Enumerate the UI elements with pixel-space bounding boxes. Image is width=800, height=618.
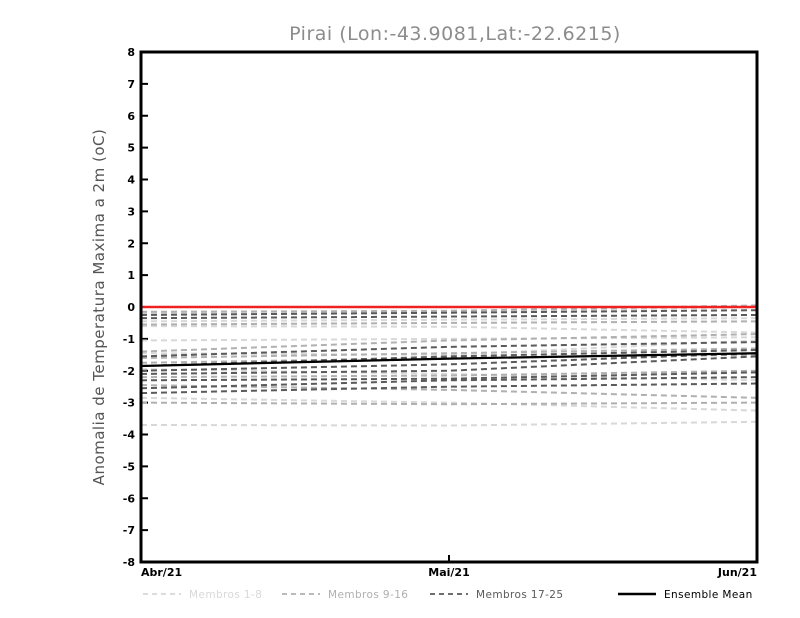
data-series-layer [140, 304, 758, 427]
legend-label: Membros 17-25 [476, 589, 563, 601]
series-line [140, 341, 758, 358]
y-tick-label: -7 [123, 524, 135, 537]
y-tick-label: 5 [127, 142, 135, 155]
plot-frame [139, 50, 759, 564]
x-tick-label: Abr/21 [141, 566, 182, 579]
y-tick-label: 4 [127, 174, 135, 187]
series-line [140, 396, 758, 412]
legend-label: Membros 1-8 [189, 589, 262, 601]
y-tick-label: -2 [123, 365, 135, 378]
series-line [140, 369, 758, 379]
series-line [140, 306, 758, 315]
series-line [140, 333, 758, 353]
chart-legend: Membros 1-8 Membros 9-16 Membros 17-25 Ense… [143, 589, 753, 601]
chart-title: Pirai (Lon:-43.9081,Lat:-22.6215) [289, 23, 621, 45]
series-line [140, 384, 758, 399]
y-tick-label: 1 [127, 269, 135, 282]
series-line [140, 401, 758, 406]
series-line [140, 317, 758, 323]
y-tick-label: 8 [127, 46, 135, 59]
series-line [140, 309, 758, 316]
x-tick-label: Mai/21 [428, 566, 469, 579]
y-tick-label: 3 [127, 205, 135, 218]
series-line [140, 371, 758, 382]
x-tick-label: Jun/21 [717, 566, 757, 579]
series-line [140, 313, 758, 320]
y-tick-label: -6 [123, 492, 136, 505]
series-line [140, 336, 758, 342]
y-tick-label: -5 [123, 460, 135, 473]
y-tick-label: -1 [123, 333, 135, 346]
y-tick-label: 2 [127, 237, 135, 250]
series-line [140, 355, 758, 375]
y-tick-label: 7 [127, 78, 135, 91]
series-line [140, 376, 758, 390]
y-tick-label: 6 [127, 110, 135, 123]
legend-label: Membros 9-16 [328, 589, 408, 601]
series-line [140, 382, 758, 395]
series-line [140, 347, 758, 359]
y-tick-label: -3 [123, 397, 135, 410]
y-tick-label: -4 [123, 429, 136, 442]
series-line [140, 352, 758, 372]
series-line [140, 320, 758, 326]
series-line [140, 420, 758, 427]
series-line [140, 325, 758, 334]
y-axis-label: Anomalia de Temperatura Maxima a 2m (oC) [90, 129, 108, 486]
y-tick-label: -8 [123, 556, 135, 569]
y-tick-label: 0 [127, 301, 135, 314]
x-axis-ticks: Abr/21 Mai/21 Jun/21 [141, 555, 757, 579]
series-line [140, 352, 758, 368]
legend-label: Ensemble Mean [664, 589, 753, 601]
